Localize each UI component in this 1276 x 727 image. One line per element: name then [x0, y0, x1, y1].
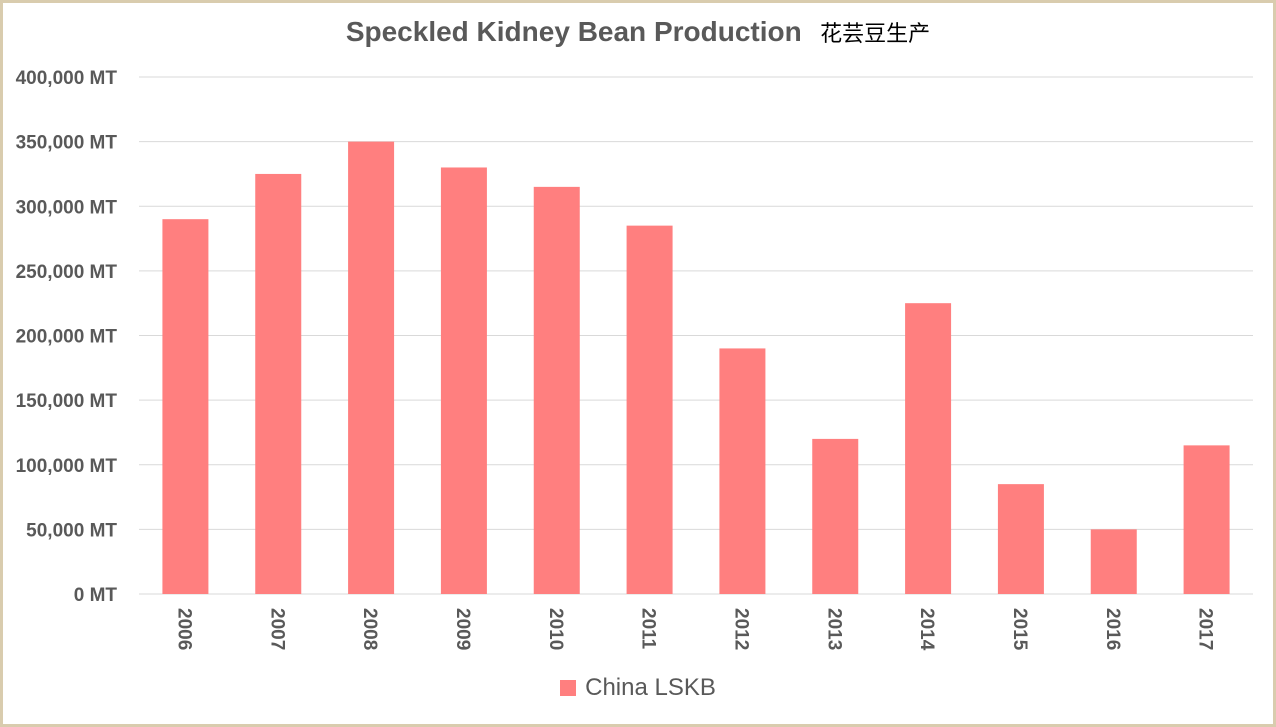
- legend-swatch: [560, 680, 577, 696]
- bar-2010: [533, 186, 580, 595]
- x-tick-label: 2010: [545, 608, 566, 650]
- bar-2012: [719, 348, 766, 594]
- gridlines: [139, 76, 1253, 595]
- x-tick-label: 2011: [638, 608, 659, 650]
- x-tick-label: 2012: [730, 608, 751, 650]
- bar-2014: [905, 303, 952, 594]
- legend-label: China LSKB: [585, 674, 716, 701]
- y-tick-label: 150,000 MT: [16, 391, 118, 412]
- bar-2007: [255, 173, 302, 594]
- y-axis-ticks: 0 MT 50,000 MT 100,000 MT 150,000 MT 200,000…: [16, 68, 118, 606]
- y-tick-label: 100,000 MT: [16, 456, 118, 477]
- legend: China LSKB: [0, 674, 1276, 702]
- y-tick-label: 200,000 MT: [16, 327, 118, 348]
- bar-2015: [997, 484, 1044, 594]
- x-tick-label: 2014: [916, 608, 937, 651]
- bar-2013: [812, 438, 859, 594]
- x-tick-label: 2007: [266, 608, 287, 650]
- x-tick-label: 2006: [173, 608, 194, 650]
- x-tick-label: 2017: [1195, 608, 1216, 650]
- x-axis-ticks: 2006 2007 2008 2009 2010 2011 2012 2013 2014 2015…: [173, 608, 1215, 651]
- chart-title-block: Speckled Kidney Bean Production 花芸豆生产: [0, 16, 1276, 48]
- bar-2008: [348, 141, 395, 594]
- bar-2011: [626, 225, 673, 594]
- chart-title: Speckled Kidney Bean Production: [345, 16, 802, 47]
- bars: [162, 141, 1230, 595]
- bar-2017: [1183, 445, 1230, 594]
- y-tick-label: 400,000 MT: [16, 68, 118, 89]
- bar-2009: [440, 167, 487, 594]
- y-tick-label: 0 MT: [74, 585, 118, 606]
- x-tick-label: 2008: [359, 608, 380, 650]
- chart-subtitle: 花芸豆生产: [820, 22, 931, 47]
- bar-2016: [1090, 529, 1137, 594]
- x-tick-label: 2013: [823, 608, 844, 650]
- y-tick-label: 250,000 MT: [16, 262, 118, 283]
- x-tick-label: 2009: [452, 608, 473, 650]
- x-tick-label: 2015: [1009, 608, 1030, 651]
- y-tick-label: 50,000 MT: [26, 520, 117, 541]
- bar-2006: [162, 219, 209, 595]
- y-tick-label: 300,000 MT: [16, 197, 118, 218]
- y-tick-label: 350,000 MT: [16, 133, 118, 154]
- x-tick-label: 2016: [1102, 608, 1123, 650]
